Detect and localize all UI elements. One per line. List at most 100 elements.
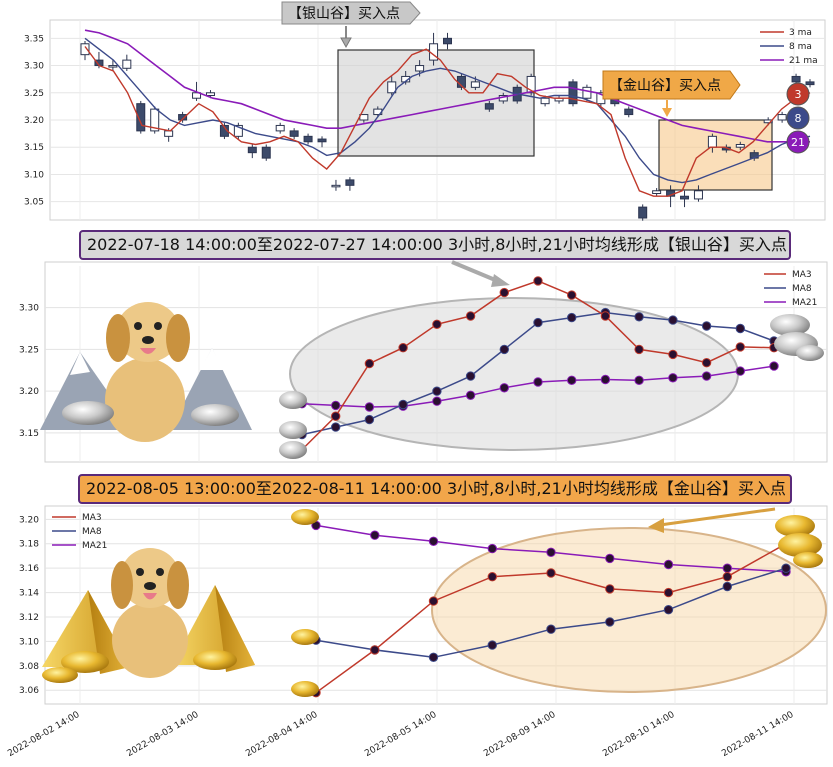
ma8-point	[546, 624, 556, 634]
candle-body	[247, 146, 257, 154]
y-tick-label: 3.08	[19, 662, 39, 672]
y-tick-label: 3.25	[24, 89, 44, 99]
top-legend: 3 ma 8 ma 21 ma	[760, 28, 818, 66]
ma3-point	[428, 596, 439, 606]
candle-body	[791, 75, 801, 83]
bottom-ma-lines	[311, 520, 791, 698]
ma21-point	[722, 563, 732, 573]
ma3-point	[605, 584, 615, 594]
ma21-point	[428, 536, 439, 546]
ma8-point	[701, 321, 712, 331]
ma21-point	[487, 543, 497, 554]
ma21-point	[546, 547, 556, 557]
silver-valley-box	[337, 49, 535, 157]
gold-buy-text: 【金山谷】买入点	[609, 78, 721, 94]
ma21-point	[634, 375, 644, 385]
x-tick-label: 2022-08-04 14:00	[244, 710, 319, 759]
ma21-point	[701, 371, 712, 381]
ma3-point	[533, 276, 543, 286]
y-tick-label: 3.16	[19, 564, 39, 574]
candle-body	[805, 81, 815, 86]
candle-body	[624, 108, 634, 116]
candle-body	[582, 86, 592, 99]
legend-ma3: 3 ma	[789, 28, 812, 38]
candle-body	[289, 130, 299, 137]
candle-body	[387, 81, 397, 94]
badge-21: 21	[791, 136, 805, 149]
ma8-point	[735, 323, 745, 334]
ma21-point	[331, 400, 341, 411]
x-tick-label: 2022-08-05 14:00	[363, 710, 438, 759]
y-tick-label: 3.14	[19, 589, 39, 599]
bottom-legend-ma8: MA8	[82, 527, 102, 537]
mid-legend-ma21: MA21	[792, 298, 817, 308]
gold-valley-panel: 3.06 3.08 3.10 3.12 3.14 3.16 3.18 3.20 MA3 MA8…	[19, 505, 828, 705]
ma8-point	[398, 399, 408, 410]
ma3-point	[722, 572, 732, 582]
ma8-point	[487, 640, 497, 650]
x-tick-label: 2022-08-11 14:00	[720, 710, 795, 759]
candle-body	[568, 81, 578, 105]
silver-valley-title: 2022-07-18 14:00:00至2022-07-27 14:00:00 …	[79, 230, 791, 260]
candle-body	[331, 184, 341, 188]
candle-body	[233, 124, 243, 137]
ma8-point	[432, 386, 442, 396]
ma8-point	[722, 581, 732, 592]
ma21-point	[668, 373, 678, 383]
x-tick-label: 2022-08-09 14:00	[482, 710, 557, 759]
y-tick-label: 3.06	[19, 686, 39, 696]
ma3-point	[364, 358, 375, 369]
ma3-point	[331, 411, 341, 421]
candle-body	[526, 75, 536, 94]
ma3-point	[398, 343, 408, 353]
candle-body	[205, 92, 215, 97]
ma3-point	[487, 572, 497, 582]
x-tick-label: 2022-08-02 14:00	[6, 710, 81, 759]
ma3-point	[432, 319, 442, 329]
y-tick-label: 3.15	[19, 429, 39, 439]
y-tick-label: 3.25	[19, 345, 39, 355]
ma8-point	[634, 312, 644, 322]
y-tick-label: 3.30	[19, 304, 39, 314]
y-tick-label: 3.05	[24, 198, 44, 208]
ma21-point	[465, 390, 476, 400]
y-tick-label: 3.20	[19, 515, 39, 525]
candle-body	[122, 59, 132, 69]
ma21-point	[663, 559, 674, 570]
candle-body	[136, 103, 146, 132]
legend-ma8: 8 ma	[789, 42, 812, 52]
candle-body	[652, 190, 662, 194]
candles	[80, 32, 815, 221]
ma8-point	[364, 414, 375, 425]
candle-body	[261, 146, 271, 159]
candle-body	[777, 114, 787, 121]
badge-3: 3	[795, 88, 802, 101]
y-tick-label: 3.35	[24, 34, 44, 44]
ma21-point	[735, 366, 745, 376]
ma21-point	[567, 375, 577, 385]
y-tick-label: 3.12	[19, 613, 39, 623]
y-tick-label: 3.10	[24, 170, 44, 180]
gold-valley-title: 2022-08-05 13:00:00至2022-08-11 14:00:00 …	[78, 474, 792, 504]
silver-valley-panel: 3.15 3.20 3.25 3.30 MA3 MA8 MA21	[19, 260, 828, 463]
ma21-point	[499, 383, 509, 393]
ma21-line	[84, 29, 810, 143]
gold-dog-illustration	[42, 548, 255, 683]
bottom-y-ticks: 3.06 3.08 3.10 3.12 3.14 3.16 3.18 3.20	[19, 515, 39, 696]
candle-body	[275, 124, 285, 132]
ma8-point	[533, 317, 543, 328]
candle-body	[693, 190, 703, 200]
candle-body	[707, 135, 717, 148]
ma3-point	[701, 358, 712, 368]
candle-body	[317, 138, 327, 143]
gold-buy-label: 【金山谷】买入点	[602, 70, 741, 117]
y-tick-label: 3.30	[24, 62, 44, 72]
ma3-point	[567, 290, 577, 300]
candle-body	[638, 206, 648, 219]
y-tick-label: 3.20	[24, 116, 44, 126]
ma3-point	[546, 568, 556, 578]
top-y-ticks: 3.05 3.10 3.15 3.20 3.25 3.30 3.35	[24, 34, 44, 207]
ma3-point	[465, 311, 476, 321]
silver-dog-illustration	[40, 302, 252, 442]
